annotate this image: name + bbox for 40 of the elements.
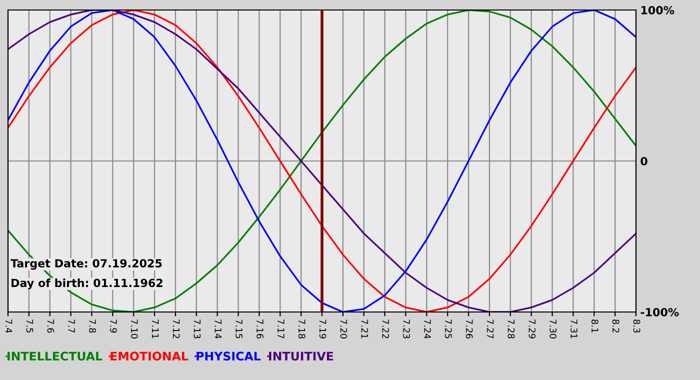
x-tick-label: 7.16 [256, 320, 264, 338]
x-tick-label: 7.6 [47, 320, 54, 333]
x-tick-label: 7.23 [403, 320, 410, 338]
x-tick-label: 7.21 [361, 320, 368, 338]
x-tick-label: 7.5 [26, 320, 34, 333]
x-tick-label: 7.20 [340, 320, 348, 338]
x-tick-label: 7.17 [278, 320, 284, 338]
x-tick-label: 7.9 [110, 320, 117, 333]
annotation: Day of birth: 01.11.1962 [12, 278, 162, 290]
x-tick-label: 7.27 [486, 320, 494, 338]
x-tick-label: 8.2 [612, 320, 620, 332]
x-tick-label: 7.14 [214, 320, 222, 339]
legend-label: PHYSICAL [196, 352, 261, 361]
y-tick-label: -100% [640, 308, 679, 316]
x-tick-label: 7.12 [172, 320, 180, 338]
x-tick-label: 7.18 [298, 320, 306, 338]
x-tick-label: 7.8 [89, 320, 96, 333]
x-tick-label: 7.10 [130, 320, 138, 338]
x-tick-label: 7.30 [550, 320, 556, 338]
x-tick-label: 7.25 [444, 320, 452, 338]
x-tick-label: 7.28 [508, 320, 515, 338]
x-tick-label: 8.3 [633, 320, 640, 333]
y-tick-label: 100% [641, 6, 674, 14]
annotation: Target Date: 07.19.2025 [10, 259, 162, 270]
x-tick-label: 7.15 [236, 320, 242, 338]
legend-label: EMOTIONAL [110, 352, 188, 361]
x-tick-label: 7.24 [424, 320, 431, 339]
x-tick-label: 7.29 [528, 320, 536, 338]
y-tick-label: 0 [640, 156, 648, 166]
legend-label: INTUITIVE [269, 352, 334, 361]
x-tick-label: 7.11 [152, 320, 159, 338]
legend-label: INTELLECTUAL [8, 352, 102, 361]
x-tick-label: 7.31 [570, 320, 578, 338]
x-tick-label: 7.4 [6, 320, 12, 333]
x-tick-label: 7.19 [319, 320, 326, 338]
x-tick-label: 7.7 [68, 320, 75, 333]
x-tick-label: 7.22 [382, 320, 390, 338]
x-tick-label: 7.13 [194, 320, 201, 338]
x-tick-label: 7.26 [466, 320, 473, 338]
x-tick-label: 8.1 [592, 320, 598, 332]
